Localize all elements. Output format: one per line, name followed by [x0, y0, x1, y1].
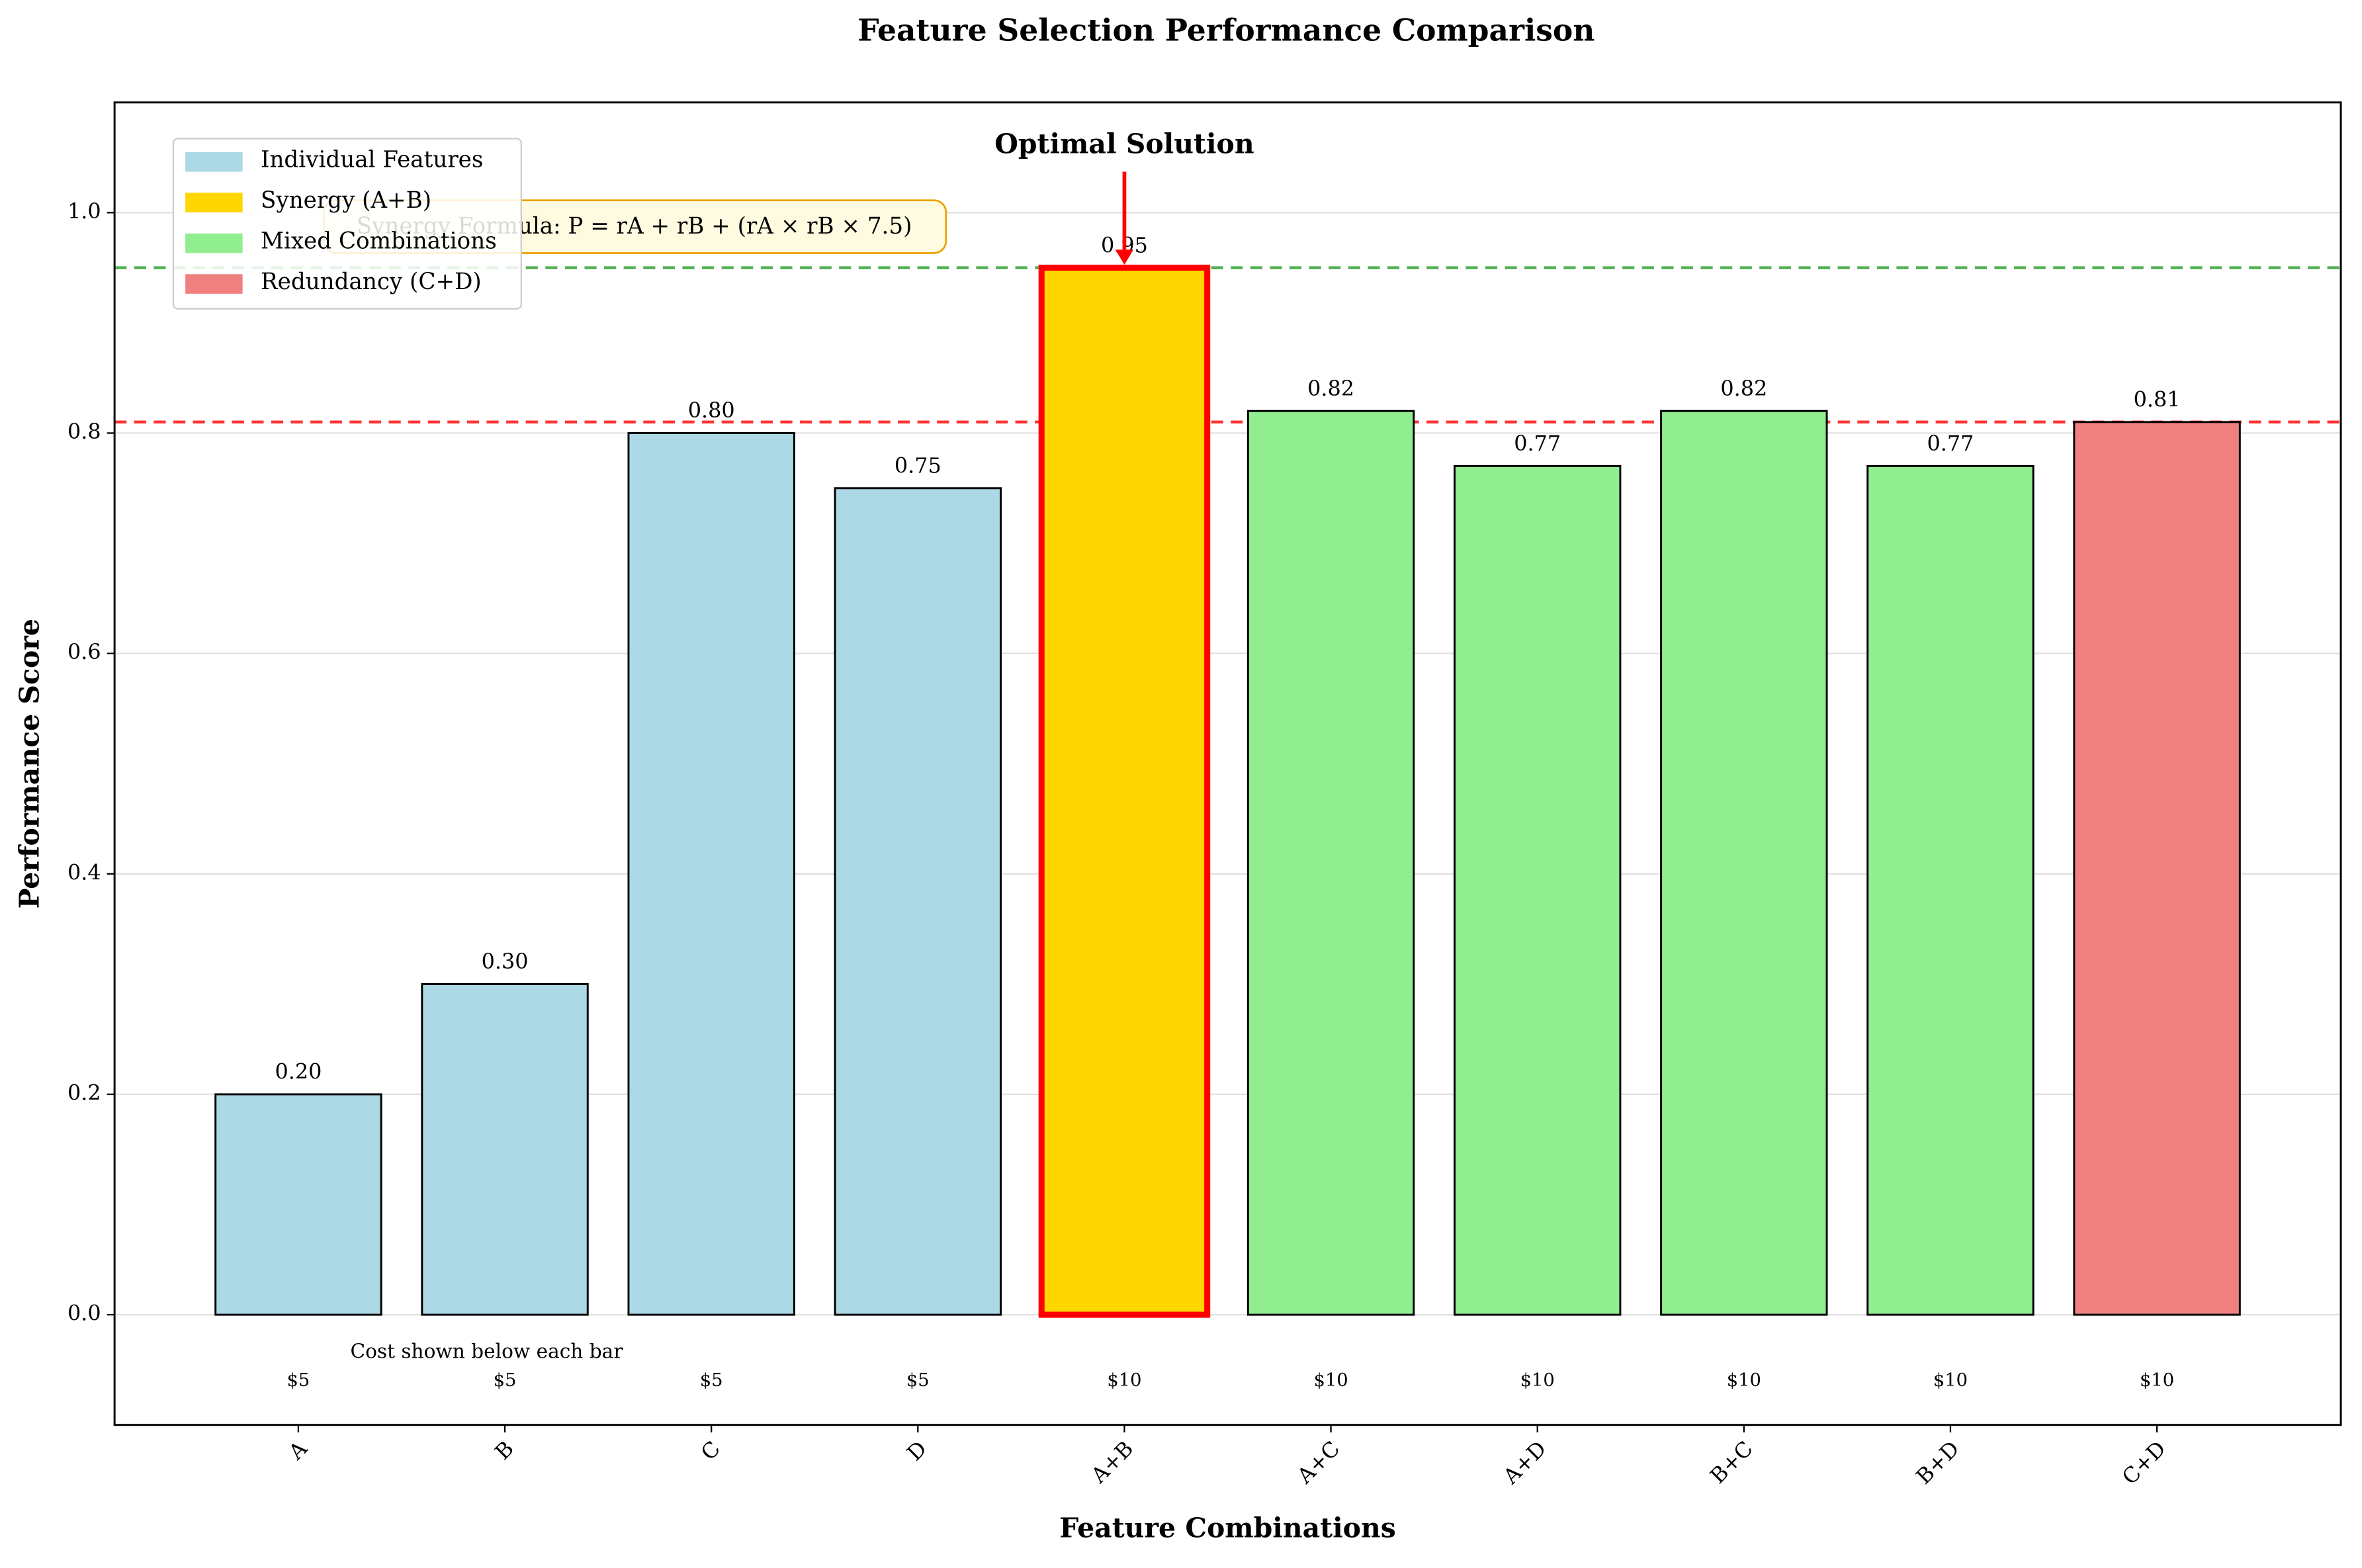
cost-note: Cost shown below each bar: [350, 1340, 623, 1362]
x-axis-label: Feature Combinations: [1059, 1512, 1396, 1544]
legend-box: [172, 138, 522, 310]
bar: [1247, 410, 1415, 1316]
bar: [834, 487, 1002, 1316]
legend-swatch: [185, 274, 243, 294]
cost-label: $5: [906, 1370, 930, 1391]
legend-label: Synergy (A+B): [261, 187, 431, 214]
bar: [1454, 465, 1622, 1316]
value-label: 0.80: [688, 398, 735, 423]
bar: [627, 432, 795, 1316]
value-label: 0.30: [482, 949, 529, 974]
bar: [1866, 465, 2034, 1316]
annotation-arrowhead: [1115, 249, 1134, 265]
legend-swatch: [185, 152, 243, 172]
legend-swatch: [185, 233, 243, 253]
value-label: 0.75: [895, 453, 941, 478]
y-tick-label: 0.6: [67, 639, 101, 664]
value-label: 0.77: [1927, 431, 1974, 456]
cost-label: $10: [1107, 1370, 1141, 1391]
y-tick-label: 0.0: [67, 1301, 101, 1326]
legend-label: Redundancy (C+D): [261, 269, 482, 295]
y-tick-label: 1.0: [67, 198, 101, 224]
legend-label: Individual Features: [261, 147, 483, 173]
chart-title: Feature Selection Performance Comparison: [857, 13, 1595, 48]
y-tick-label: 0.4: [67, 859, 101, 885]
value-label: 0.82: [1307, 376, 1354, 401]
cost-label: $5: [287, 1370, 310, 1391]
legend-label: Mixed Combinations: [261, 228, 497, 255]
value-label: 0.81: [2134, 387, 2181, 412]
value-label: 0.82: [1720, 376, 1767, 401]
cost-label: $5: [494, 1370, 517, 1391]
bar: [421, 982, 589, 1316]
cost-label: $5: [700, 1370, 723, 1391]
value-label: 0.20: [275, 1059, 322, 1084]
cost-label: $10: [2140, 1370, 2174, 1391]
legend-swatch: [185, 193, 243, 213]
value-label: 0.77: [1514, 431, 1561, 456]
y-axis-label: Performance Score: [13, 619, 45, 908]
annotation-text: Optimal Solution: [994, 128, 1254, 159]
plot-frame: [113, 101, 2342, 1426]
cost-label: $10: [1727, 1370, 1761, 1391]
bar: [214, 1093, 382, 1316]
cost-label: $10: [1520, 1370, 1555, 1391]
cost-label: $10: [1314, 1370, 1348, 1391]
cost-label: $10: [1933, 1370, 1968, 1391]
y-tick-label: 0.2: [67, 1080, 101, 1105]
bar: [2073, 421, 2241, 1316]
bar: [1038, 265, 1211, 1318]
y-tick-label: 0.8: [67, 419, 101, 444]
bar: [1660, 410, 1828, 1316]
